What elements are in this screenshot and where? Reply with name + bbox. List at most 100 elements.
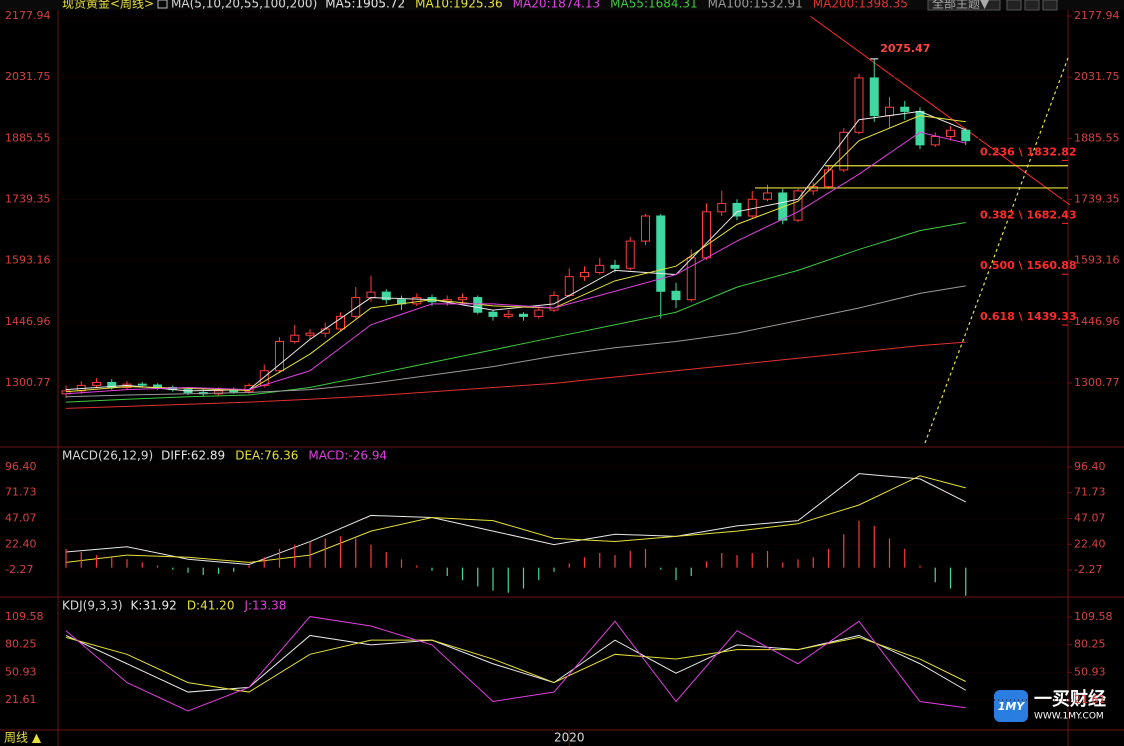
y-tick-label-left: -2.27 <box>5 563 33 576</box>
series-legend: K:31.92 <box>131 599 177 613</box>
candle-body <box>625 240 635 269</box>
series-legend: MA100:1532.91 <box>708 0 803 11</box>
series-legend: MA200:1398.35 <box>813 0 908 11</box>
candle-body <box>412 297 422 305</box>
trend-line <box>809 15 1071 206</box>
candle-body <box>503 313 513 317</box>
y-tick-label-right: 1739.35 <box>1074 193 1120 206</box>
candle-body <box>458 297 467 301</box>
y-tick-label-right: 1593.16 <box>1074 254 1120 267</box>
candle-body <box>92 381 101 386</box>
fib-label: 0.618 \ 1439.33 <box>980 310 1077 323</box>
candle-body <box>824 169 833 188</box>
candle-body <box>717 202 727 213</box>
candle-body <box>686 257 696 301</box>
candle-body <box>946 129 955 137</box>
candle-body <box>229 390 239 393</box>
y-tick-label-right: 80.25 <box>1074 638 1106 651</box>
theme-button-label[interactable]: 全部主题▼ <box>932 0 990 11</box>
y-tick-label-right: 96.40 <box>1074 460 1106 473</box>
indicator-line <box>65 285 966 398</box>
y-tick-label-left: 2031.75 <box>5 70 51 83</box>
candle-body <box>137 383 147 386</box>
series-legend: DIFF:62.89 <box>161 449 225 463</box>
candle-body <box>961 129 971 142</box>
candle-body <box>869 77 879 117</box>
watermark-brand: 一买财经 <box>1034 688 1106 710</box>
candle-body <box>580 271 589 278</box>
candle-body <box>214 390 223 395</box>
candle-body <box>763 192 772 200</box>
tool-button[interactable] <box>1024 0 1040 11</box>
y-tick-label-left: 50.93 <box>5 665 37 678</box>
y-tick-label-left: 1885.55 <box>5 131 51 144</box>
y-tick-label-right: 1300.77 <box>1074 376 1120 389</box>
y-tick-label-right: 47.07 <box>1074 511 1106 524</box>
indicator-line <box>65 222 966 403</box>
candle-body <box>641 215 650 242</box>
y-tick-label-right: 21.61 <box>1074 693 1106 706</box>
period-selector[interactable]: 周线 ▲ <box>4 731 42 745</box>
fib-label: 0.382 \ 1682.43 <box>980 208 1077 221</box>
y-tick-label-left: 80.25 <box>5 638 37 651</box>
candle-body <box>305 332 315 336</box>
series-legend: MA10:1925.36 <box>415 0 503 11</box>
fib-label: 0.500 \ 1560.88 <box>980 259 1077 272</box>
candle-body <box>290 334 300 342</box>
indicator-line <box>65 341 966 409</box>
candle-body <box>732 202 742 217</box>
series-legend: MA5:1905.72 <box>325 0 405 11</box>
panel-frame <box>0 10 1124 746</box>
ma-icon <box>157 0 168 9</box>
candle-body <box>534 309 544 317</box>
y-tick-label-left: 71.73 <box>5 486 37 499</box>
candle-body <box>671 290 681 301</box>
watermark-logo-text: 1MY <box>998 700 1026 713</box>
y-tick-label-left: 1300.77 <box>5 376 51 389</box>
indicator-line <box>65 616 966 712</box>
panel-title: KDJ(9,3,3) <box>62 599 123 613</box>
candle-body <box>610 264 620 269</box>
header-bar <box>0 0 1124 10</box>
y-tick-label-right: 2177.94 <box>1074 9 1120 22</box>
candle-body <box>366 291 376 299</box>
peak-label: 2075.47 <box>880 42 930 55</box>
theme-button[interactable] <box>927 0 1001 11</box>
series-legend: MA20:1874.13 <box>513 0 601 11</box>
indicator-line <box>65 475 966 563</box>
series-legend: MACD:-26.94 <box>308 449 387 463</box>
watermark-url: WWW.1MY.COM <box>1034 712 1104 722</box>
y-tick-label-right: -2.27 <box>1074 563 1102 576</box>
y-tick-label-left: 22.40 <box>5 537 37 550</box>
candle-body <box>839 131 849 171</box>
candle-body <box>564 276 574 296</box>
series-legend: D:41.20 <box>187 599 235 613</box>
y-tick-label-left: 96.40 <box>5 460 37 473</box>
y-tick-label-right: 1885.55 <box>1074 131 1120 144</box>
x-tick-label: 2020 <box>554 731 585 745</box>
candle-body <box>488 311 498 317</box>
candle-body <box>595 264 605 273</box>
panel-title: MACD(26,12,9) <box>62 449 153 463</box>
y-tick-label-right: 1446.96 <box>1074 315 1120 328</box>
watermark-logo <box>994 690 1028 722</box>
y-tick-label-left: 1739.35 <box>5 193 51 206</box>
candle-body <box>854 77 864 133</box>
plot-layer: 1300.77 1300.77 1446.96 1446.96 1593.16 1593.… <box>5 0 1120 746</box>
y-tick-label-left: 21.61 <box>5 693 37 706</box>
y-tick-label-right: 71.73 <box>1074 486 1106 499</box>
indicator-line <box>65 636 966 693</box>
series-legend: MA55:1684.31 <box>610 0 698 11</box>
series-legend: DEA:76.36 <box>235 449 298 463</box>
y-tick-label-left: 1446.96 <box>5 315 51 328</box>
candle-body <box>702 211 711 259</box>
tool-button[interactable] <box>1042 0 1058 11</box>
tool-button[interactable] <box>1006 0 1022 11</box>
candle-body <box>656 215 666 292</box>
y-tick-label-left: 47.07 <box>5 511 37 524</box>
candle-body <box>381 291 391 301</box>
y-tick-label-left: 109.58 <box>5 610 44 623</box>
y-tick-label-right: 2031.75 <box>1074 70 1120 83</box>
